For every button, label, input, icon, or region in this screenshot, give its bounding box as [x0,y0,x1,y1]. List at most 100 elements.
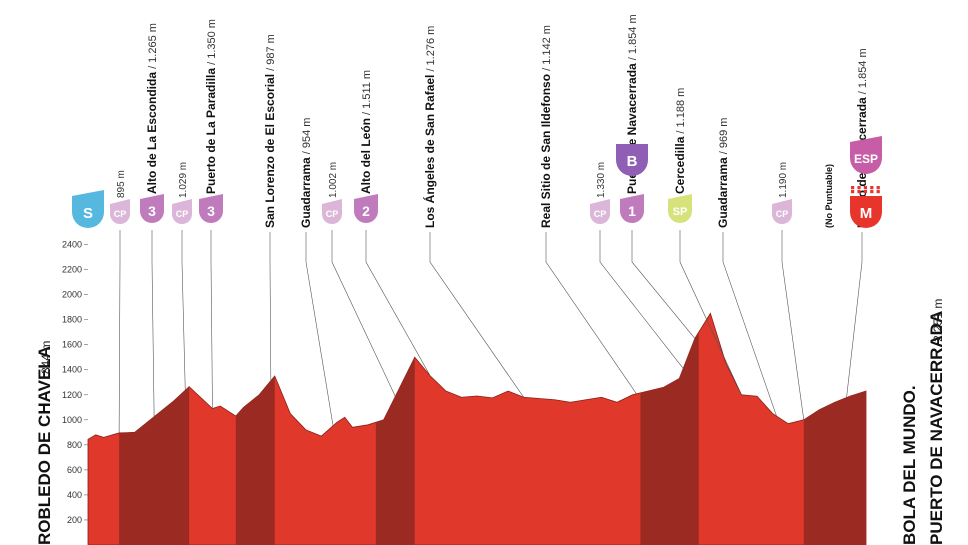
waypoint-label: Alto del León / 1.511 m [359,70,373,194]
badge-flag [199,194,223,199]
waypoint-badge: 3 [199,194,223,223]
waypoint-badge: 2 [354,194,378,223]
climb-segment [119,386,190,545]
finish-badge-text: M [860,205,873,222]
waypoint-badge: 3 [140,194,164,223]
esp-badge-top [850,142,882,158]
y-axis-ticks: 2400 2200 2000 1800 1600 1400 1200 1000 800 600 40… [62,240,82,525]
finish-label-line1: BOLA DEL MUNDO. [900,385,919,545]
waypoint-altitude: / 1.276 m [425,26,437,75]
finish-checker [851,186,855,190]
y-tick-label: 200 [67,515,82,525]
waypoint-leader [679,230,742,395]
waypoint-badge: CP [322,199,342,224]
badge-flag [110,199,130,204]
waypoint-leader [429,232,524,398]
waypoint-leader [181,230,186,391]
badge-flag [590,199,610,204]
y-tick-label: 1200 [62,390,82,400]
finish-badge-top [850,196,882,212]
start-town-altitude: 844 m [39,341,53,374]
y-tick-label: 1800 [62,315,82,325]
badge-text: 1 [628,203,636,219]
badge-text: 2 [362,203,370,219]
waypoint-leader [846,232,863,398]
waypoint-label: Guadarrama / 954 m [299,118,313,228]
badge-top [172,204,192,214]
finish-checker [870,186,874,190]
badge-text: CP [776,209,789,219]
badge-top [620,199,644,211]
badge-flag [140,194,164,199]
waypoint-leader [269,232,272,381]
waypoint-name: Los Ángeles de San Rafael [422,75,437,228]
climb-segment [375,357,415,545]
badge-top [354,199,378,211]
bonus-badge-text: B [627,153,638,170]
waypoint-altitude: / 987 m [265,34,277,74]
waypoint-altitude: / 1.188 m [675,88,687,137]
no-puntuable-note: (No Puntuable) [824,164,834,228]
finish-checker [857,190,861,194]
y-tick-label: 800 [67,440,82,450]
waypoint-label: 1.330 m [596,162,607,198]
waypoint-altitude: 1.190 m [778,162,789,198]
waypoint-badge: CP [772,199,792,224]
badge-flag [668,194,692,199]
start-badge-flag [72,190,104,196]
start-badge-text: S [83,205,93,222]
badge-flag [620,194,644,199]
waypoint-altitude: / 969 m [718,118,730,158]
start-badge: S [72,190,104,228]
y-tick-label: 2000 [62,290,82,300]
badge-text: CP [594,209,607,219]
badge-text: CP [326,209,339,219]
waypoint-label: Los Ángeles de San Rafael / 1.276 m [422,26,437,228]
waypoint-label: 1.002 m [328,162,339,198]
esp-badge-text: ESP [854,152,878,166]
badge-flag [172,199,192,204]
waypoint-altitude: / 1.265 m [147,23,159,72]
badge-top [668,199,692,211]
waypoint-name: San Lorenzo de El Escorial [263,74,277,228]
finish-checker [876,186,880,190]
esp-badge: ESP [850,136,882,174]
finish-checker [876,190,880,194]
y-tick-label: 400 [67,490,82,500]
waypoint-altitude: / 1.511 m [361,70,373,118]
waypoint-altitude: 895 m [116,170,127,198]
waypoint-altitude: 1.029 m [178,162,189,198]
start-town-label: ROBLEDO DE CHAVELA [35,346,54,545]
waypoint-leader [781,230,805,420]
waypoint-leader [331,230,396,397]
badge-top [772,204,792,214]
waypoint-leader [599,230,684,369]
badge-flag [322,199,342,204]
waypoint-leader-lines [118,230,863,433]
waypoint-leader [210,230,213,409]
waypoint-badge: CP [590,199,610,224]
esp-badge-flag [850,136,882,142]
badge-flag [772,199,792,204]
y-tick-label: 2400 [62,240,82,250]
waypoint-label: 1.190 m [778,162,789,198]
grid-lines [84,244,88,521]
y-tick-label: 1600 [62,340,82,350]
badge-flag [354,194,378,199]
y-tick-label: 1000 [62,415,82,425]
waypoint-altitude: / 1.854 m [857,48,869,97]
badge-text: SP [673,206,688,218]
waypoint-labels: 895 m Alto de La Escondida / 1.265 m 1.029… [116,14,869,228]
waypoint-label: Puerto de La Paradilla / 1.350 m [204,19,218,194]
waypoint-leader [151,230,155,417]
y-tick-label: 1400 [62,365,82,375]
finish-checker [851,190,855,194]
waypoint-altitude: / 1.854 m [627,14,639,63]
climb-segment [640,332,699,545]
waypoint-name: Alto de La Escondida [145,72,159,194]
waypoint-name: Real Sitio de San Ildefonso [539,74,553,228]
bonus-badge-top [616,144,648,160]
badge-top [199,199,223,211]
waypoint-badge: CP [172,199,192,224]
